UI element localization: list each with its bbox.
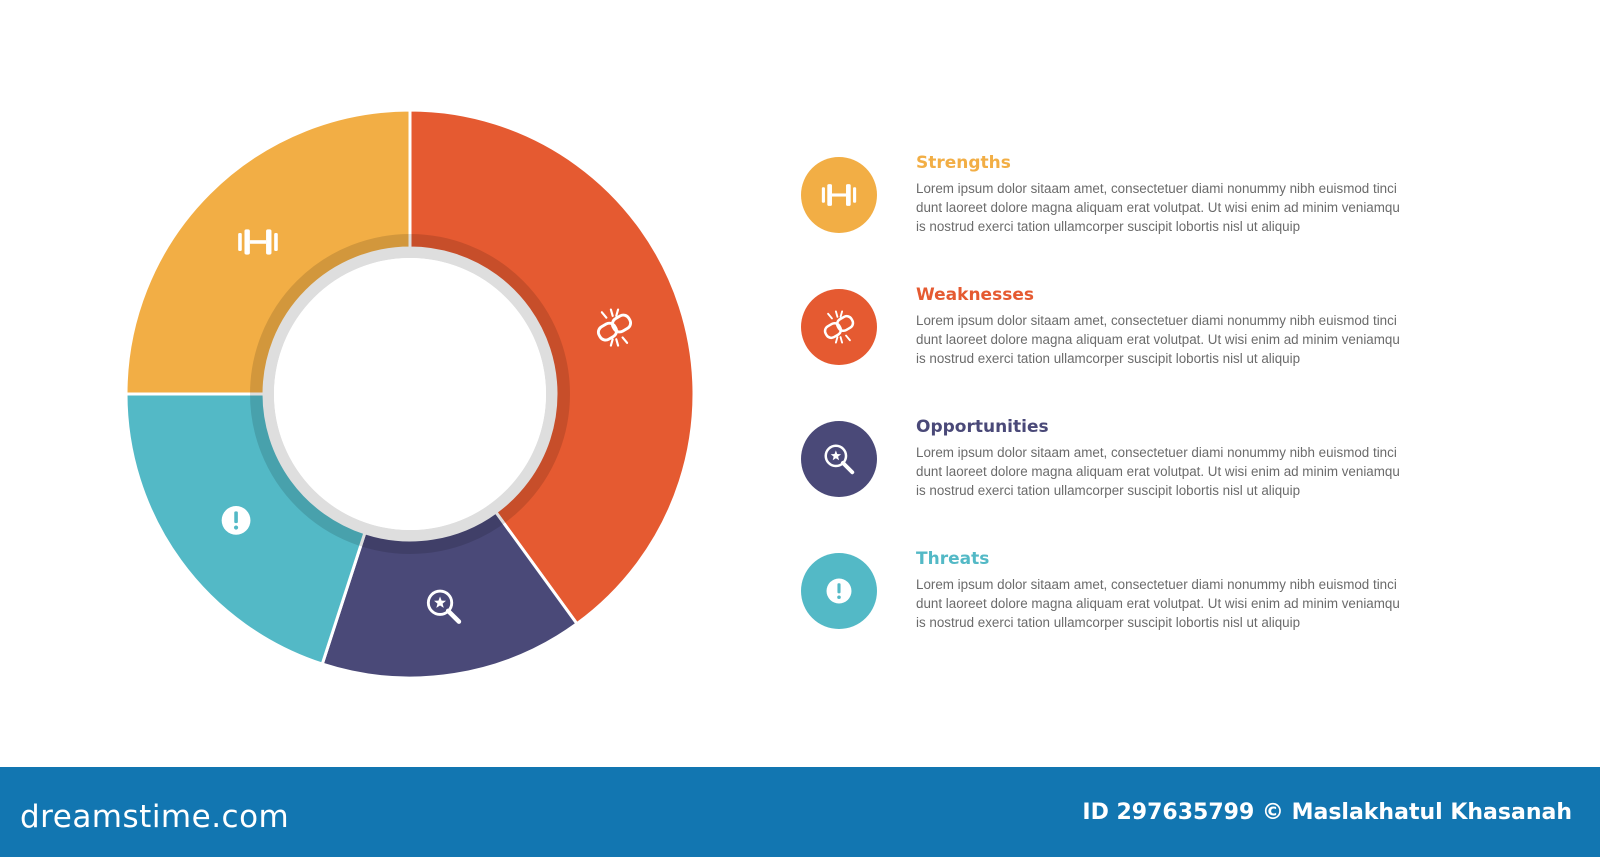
legend-item-weaknesses: Weaknesses Lorem ipsum dolor sitaam amet… bbox=[801, 285, 1461, 369]
legend-title: Weaknesses bbox=[916, 285, 1034, 305]
legend-title: Threats bbox=[916, 549, 990, 569]
dumbbell-icon bbox=[238, 229, 278, 255]
legend-badge bbox=[801, 289, 877, 365]
donut-hole bbox=[274, 258, 546, 530]
legend-item-strengths: Strengths Lorem ipsum dolor sitaam amet,… bbox=[801, 153, 1461, 237]
donut-segment-weaknesses bbox=[408, 108, 696, 626]
legend-title: Strengths bbox=[916, 153, 1011, 173]
dreamstime-logo: dreamstime.com bbox=[20, 799, 290, 835]
image-credit: ID 297635799 © Maslakhatul Khasanah bbox=[1082, 800, 1572, 825]
legend-title: Opportunities bbox=[916, 417, 1049, 437]
donut-inner-ring bbox=[250, 234, 570, 554]
dumbbell-icon bbox=[821, 184, 857, 206]
legend-badge bbox=[801, 421, 877, 497]
swot-donut-chart bbox=[124, 108, 696, 680]
exclamation-icon bbox=[826, 578, 852, 604]
legend-badge bbox=[801, 553, 877, 629]
legend-item-threats: Threats Lorem ipsum dolor sitaam amet, c… bbox=[801, 549, 1461, 633]
legend-description: Lorem ipsum dolor sitaam amet, consectet… bbox=[916, 445, 1400, 498]
legend-description: Lorem ipsum dolor sitaam amet, consectet… bbox=[916, 181, 1400, 234]
stock-watermark-footer: dreamstime.com ID 297635799 © Maslakhatu… bbox=[0, 767, 1600, 857]
legend-badge bbox=[801, 157, 877, 233]
broken-link-icon bbox=[596, 308, 633, 347]
legend-description: Lorem ipsum dolor sitaam amet, consectet… bbox=[916, 313, 1400, 366]
legend-description: Lorem ipsum dolor sitaam amet, consectet… bbox=[916, 577, 1400, 630]
legend-item-opportunities: Opportunities Lorem ipsum dolor sitaam a… bbox=[801, 417, 1461, 501]
broken-link-icon bbox=[823, 310, 855, 344]
search-star-icon bbox=[824, 444, 855, 475]
search-star-icon bbox=[426, 589, 462, 624]
exclamation-icon bbox=[221, 505, 251, 535]
